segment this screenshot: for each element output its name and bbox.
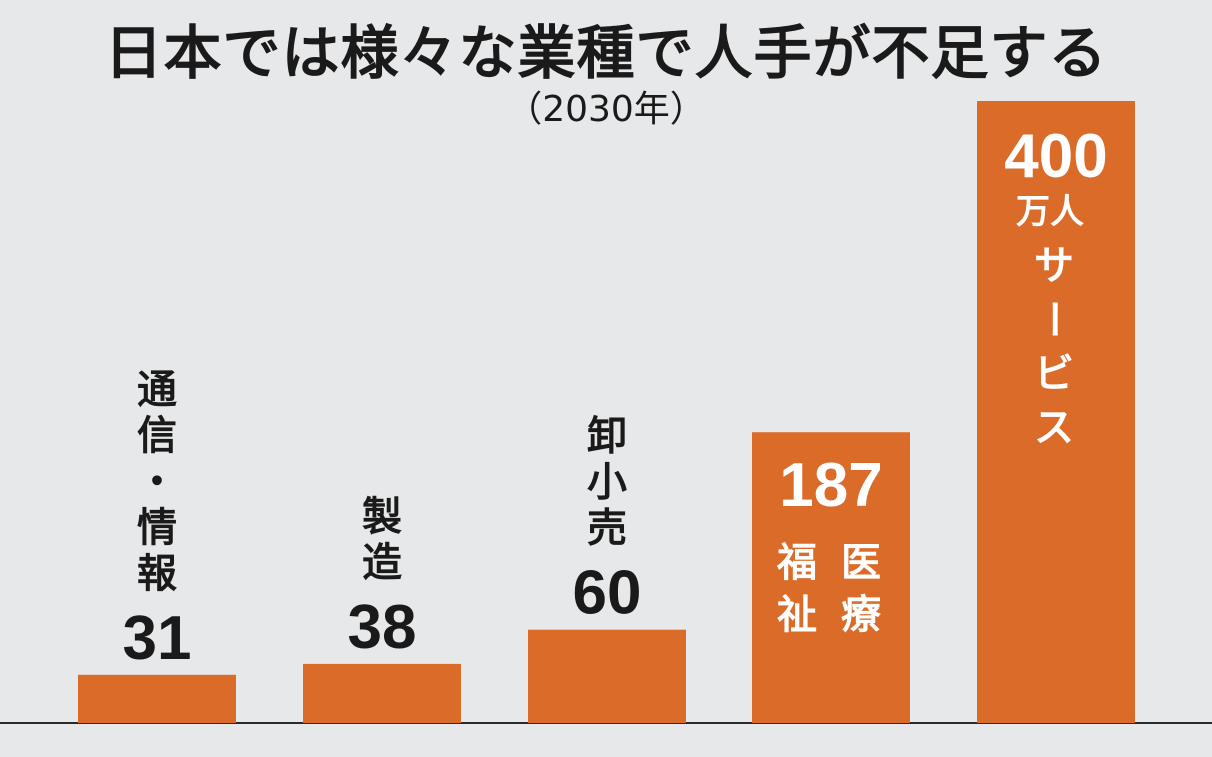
- category-label-4-char-2: 療: [841, 592, 882, 638]
- bar-4: [752, 432, 910, 723]
- category-label-1-char-5: 報: [137, 551, 177, 597]
- category-label-2-char-1: 製: [362, 494, 402, 540]
- chart-subtitle: （2030年）: [506, 89, 706, 130]
- data-label-2: 38: [348, 593, 417, 662]
- category-label-5-char-3: ビ: [1034, 351, 1074, 397]
- category-label-3-char-2: 小: [587, 460, 627, 506]
- category-label-4-char-3: 福: [776, 540, 817, 586]
- category-label-2-char-2: 造: [362, 540, 402, 586]
- data-label-5: 400: [1004, 122, 1107, 191]
- category-label-4-char-4: 祉: [777, 592, 817, 638]
- category-label-5-char-4: ス: [1034, 405, 1074, 451]
- unit-label: 万人: [1016, 192, 1084, 232]
- bar-5: [977, 101, 1135, 723]
- category-label-5-char-2: ー: [1030, 299, 1076, 339]
- chart-title: 日本では様々な業種で人手が不足する: [104, 19, 1108, 87]
- category-label-1-char-1: 通: [137, 367, 177, 413]
- category-label-4-char-1: 医: [841, 540, 881, 586]
- category-label-3-char-3: 売: [587, 506, 627, 552]
- data-label-3: 60: [573, 559, 642, 628]
- bar-2: [303, 663, 461, 723]
- category-label-1-char-3: ・: [137, 459, 177, 505]
- category-label-1-char-2: 信: [137, 413, 177, 459]
- data-label-1: 31: [123, 604, 192, 673]
- data-label-4: 187: [779, 451, 882, 520]
- category-label-5-char-1: サ: [1034, 243, 1074, 289]
- bar-3: [528, 629, 686, 723]
- category-label-1-char-4: 情: [137, 505, 177, 551]
- bar-1: [78, 674, 236, 723]
- category-label-3-char-1: 卸: [587, 414, 627, 460]
